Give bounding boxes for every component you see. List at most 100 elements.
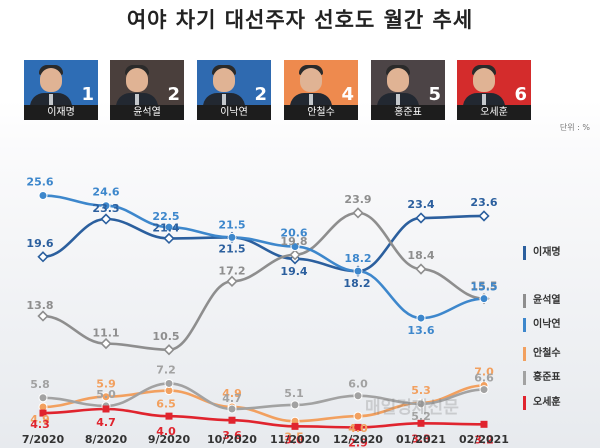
portrait-face <box>213 68 235 92</box>
data-label: 5.0 <box>96 388 116 401</box>
data-label: 2.9 <box>348 436 368 448</box>
data-label: 13.8 <box>26 299 53 312</box>
portrait-card-2: 2 윤석열 <box>110 60 184 120</box>
portrait-card-4: 4 안철수 <box>284 60 358 120</box>
legend-label: 윤석열 <box>533 295 561 306</box>
portrait-tie <box>482 94 486 108</box>
point-marker <box>353 411 363 421</box>
data-label: 3.3 <box>411 432 431 445</box>
data-label: 4.0 <box>348 422 368 435</box>
portrait-face <box>473 68 495 92</box>
point-marker <box>415 263 427 275</box>
point-marker <box>479 385 489 395</box>
data-label: 5.2 <box>411 410 431 423</box>
legend-swatch <box>523 318 526 332</box>
rank-number: 4 <box>341 84 354 105</box>
point-marker <box>354 423 362 431</box>
series-markers <box>37 191 490 431</box>
x-tick-label: 11/2020 <box>270 433 320 446</box>
x-axis: 7/2020 8/2020 9/2020 10/2020 11/2020 12/2020 0… <box>22 433 509 446</box>
data-label: 4.7 <box>222 392 242 405</box>
data-label: 18.2 <box>343 277 370 290</box>
legend-label: 이재명 <box>533 247 561 258</box>
point-marker <box>163 344 175 356</box>
legend-label: 이낙연 <box>533 319 561 330</box>
rank-number: 2 <box>254 84 267 105</box>
point-marker <box>479 294 489 304</box>
data-label: 4.9 <box>222 387 242 400</box>
data-label: 7.2 <box>156 363 176 376</box>
data-label: 23.3 <box>92 202 119 215</box>
data-label: 13.6 <box>407 324 434 337</box>
data-label: 11.1 <box>92 327 119 340</box>
watermark: 매일경제신문 <box>365 398 459 418</box>
point-marker <box>290 400 300 410</box>
point-marker <box>226 275 238 287</box>
data-label: 18.4 <box>407 249 434 262</box>
data-label: 20.6 <box>280 227 307 240</box>
point-marker <box>101 201 111 211</box>
legend-swatch <box>523 294 526 308</box>
legend-swatch <box>523 371 526 385</box>
x-tick-label: 7/2020 <box>22 433 65 446</box>
point-marker <box>100 337 112 350</box>
point-marker <box>163 232 175 245</box>
portrait-face <box>300 68 322 92</box>
point-marker <box>228 416 236 424</box>
legend-label: 홍준표 <box>533 372 561 383</box>
candidate-name: 이낙연 <box>197 105 271 120</box>
portrait-face <box>40 68 62 92</box>
point-marker <box>227 232 237 242</box>
candidate-name: 홍준표 <box>371 105 445 120</box>
data-label: 5.1 <box>284 387 304 400</box>
point-marker <box>227 404 237 414</box>
x-tick-label: 02/2021 <box>459 433 509 446</box>
portrait-card-3: 2 이낙연 <box>197 60 271 120</box>
point-marker <box>37 310 49 322</box>
series-line-6 <box>41 407 486 429</box>
point-marker <box>290 242 300 252</box>
series-line-3 <box>41 194 486 320</box>
portrait-tie <box>222 94 226 108</box>
point-marker <box>164 378 174 388</box>
data-label: 19.4 <box>280 265 307 278</box>
legend-label: 오세훈 <box>533 397 561 408</box>
data-label: 23.9 <box>344 193 371 206</box>
point-marker <box>417 419 425 427</box>
x-tick-label: 9/2020 <box>148 433 191 446</box>
point-marker <box>165 412 173 420</box>
point-marker <box>38 393 48 403</box>
data-label: 19.8 <box>280 235 307 248</box>
portrait-card-5: 5 홍준표 <box>371 60 445 120</box>
data-label: 4.7 <box>96 416 116 429</box>
data-label: 5.8 <box>30 378 50 391</box>
data-label: 23.4 <box>407 198 434 211</box>
data-label: 25.6 <box>26 176 53 189</box>
data-labels: 19.6 23.3 21.4 21.5 19.4 18.2 23.4 23.6 13.8 11.1… <box>26 176 497 448</box>
portrait-card-1: 1 이재명 <box>24 60 98 120</box>
point-marker <box>102 405 110 413</box>
x-tick-label: 8/2020 <box>85 433 128 446</box>
rank-number: 2 <box>167 84 180 105</box>
data-label: 3.2 <box>474 433 494 446</box>
point-marker <box>478 210 490 222</box>
data-label: 7.0 <box>474 366 494 379</box>
unit-label: 단위 : % <box>559 123 590 132</box>
legend-swatch <box>523 396 526 410</box>
x-tick-label: 12/2020 <box>333 433 383 446</box>
point-marker <box>164 222 174 232</box>
point-marker <box>39 409 47 417</box>
rank-number: 6 <box>514 84 527 105</box>
data-label: 3.6 <box>222 429 242 442</box>
legend-swatch <box>523 246 526 260</box>
x-tick-label: 10/2020 <box>207 433 257 446</box>
series-line-1 <box>41 214 486 273</box>
data-label: 6.5 <box>156 398 176 411</box>
point-marker <box>38 191 48 201</box>
data-label: 5.9 <box>96 378 116 391</box>
portrait-face <box>126 68 148 92</box>
data-label: 21.5 <box>218 242 245 255</box>
point-marker <box>480 420 488 428</box>
data-label: 6.6 <box>474 372 494 385</box>
